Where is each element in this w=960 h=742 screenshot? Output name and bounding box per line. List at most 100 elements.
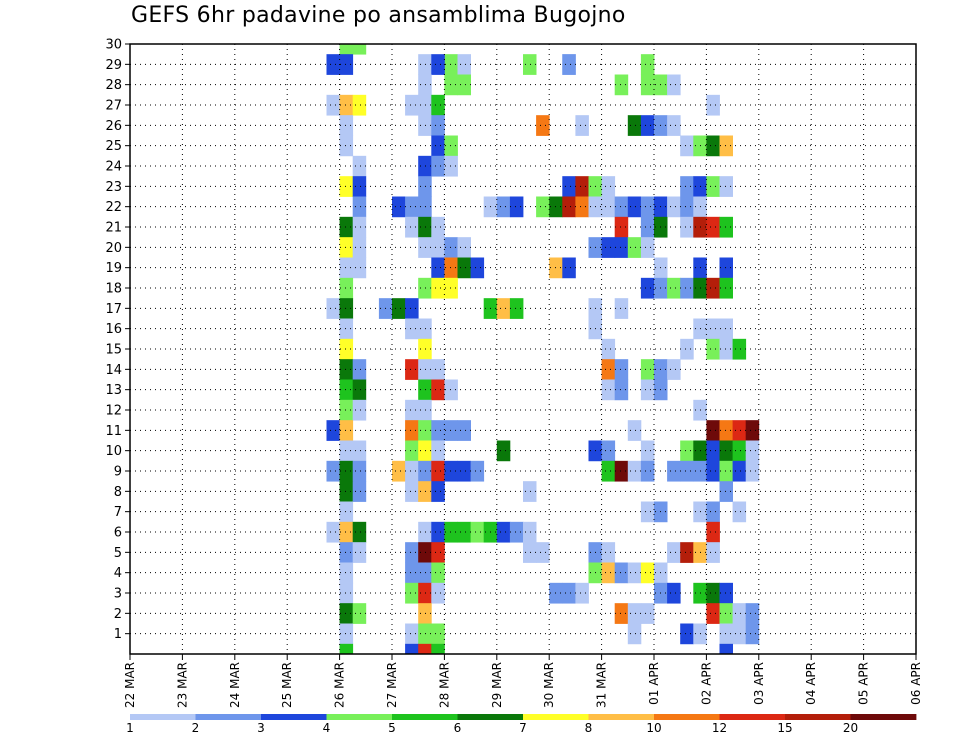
heatmap-cell [575, 176, 589, 197]
heatmap-cell [706, 338, 720, 360]
heatmap-cell [706, 501, 720, 523]
heatmap-cell [640, 460, 655, 482]
heatmap-cell [444, 521, 458, 543]
y-tick-label: 17 [105, 302, 122, 317]
heatmap-cell [444, 257, 458, 279]
heatmap-cell [352, 176, 367, 197]
y-tick-label: 30 [105, 38, 122, 53]
heatmap-cell [706, 603, 720, 624]
heatmap-cell [601, 379, 616, 401]
legend-swatch [523, 714, 589, 720]
x-tick-label: 04 APR [804, 662, 818, 705]
x-tick-label: 25 MAR [280, 662, 294, 708]
heatmap-cells [326, 44, 760, 655]
heatmap-cell [418, 74, 432, 96]
legend-swatch [195, 714, 262, 720]
x-tick-label: 27 MAR [385, 662, 399, 708]
heatmap-cell [667, 460, 681, 482]
heatmap-cell [562, 582, 576, 604]
heatmap-cell [405, 460, 419, 482]
heatmap-cell [719, 623, 733, 645]
heatmap-cell [680, 135, 694, 157]
heatmap-cell [614, 196, 629, 218]
heatmap-cell [601, 542, 616, 563]
heatmap-cell [640, 277, 655, 299]
y-tick-label: 29 [105, 58, 122, 73]
heatmap-cell [405, 481, 419, 502]
heatmap-cell [523, 481, 537, 502]
heatmap-cell [418, 440, 432, 462]
heatmap-cell [405, 420, 419, 441]
heatmap-cell [601, 562, 616, 584]
y-tick-label: 3 [114, 587, 122, 602]
heatmap-cell [339, 298, 354, 319]
heatmap-cell [719, 420, 733, 441]
heatmap-cell [680, 277, 694, 299]
y-tick-label: 6 [114, 526, 122, 541]
heatmap-cell [352, 542, 367, 563]
heatmap-cell [405, 399, 419, 421]
heatmap-cell [601, 338, 616, 360]
heatmap-cell [667, 74, 681, 96]
heatmap-cell [418, 94, 432, 116]
heatmap-cell [418, 379, 432, 401]
heatmap-cell [562, 54, 576, 75]
x-tick-label: 28 MAR [437, 662, 451, 708]
legend-swatch [719, 714, 786, 720]
heatmap-cell [680, 440, 694, 462]
heatmap-cell [640, 74, 655, 96]
heatmap-cell [457, 74, 471, 96]
heatmap-cell [444, 135, 458, 157]
heatmap-cell [614, 460, 629, 482]
y-tick-label: 23 [105, 180, 122, 195]
heatmap-cell [444, 74, 458, 96]
heatmap-cell [352, 603, 367, 624]
heatmap-cell [640, 115, 655, 136]
x-tick-label: 06 APR [909, 662, 923, 705]
heatmap-cell [392, 460, 406, 482]
x-tick-label: 26 MAR [333, 662, 347, 708]
heatmap-cell [614, 216, 629, 238]
x-tick-label: 01 APR [647, 662, 661, 705]
heatmap-cell [680, 216, 694, 238]
heatmap-cell [509, 521, 524, 543]
heatmap-cell [339, 94, 354, 116]
heatmap-cell [339, 277, 354, 299]
heatmap-cell [745, 460, 760, 482]
heatmap-cell [601, 237, 616, 258]
heatmap-cell [457, 54, 471, 75]
y-tick-label: 25 [105, 139, 122, 154]
heatmap-cell [640, 216, 655, 238]
heatmap-cell [431, 237, 445, 258]
heatmap-cell [444, 237, 458, 258]
y-tick-label: 19 [105, 261, 122, 276]
heatmap-cell [339, 460, 354, 482]
heatmap-cell [627, 237, 642, 258]
heatmap-cell [667, 359, 681, 380]
heatmap-cell [418, 582, 432, 604]
y-tick-label: 14 [105, 363, 122, 378]
heatmap-cell [745, 420, 760, 441]
heatmap-cell [431, 359, 445, 380]
heatmap-cell [719, 481, 733, 502]
heatmap-cell [418, 420, 432, 441]
heatmap-cell [352, 216, 367, 238]
heatmap-cell [732, 460, 747, 482]
heatmap-cell [706, 460, 720, 482]
y-tick-label: 4 [114, 566, 122, 581]
heatmap-cell [405, 643, 419, 655]
heatmap-cell [706, 420, 720, 441]
heatmap-cell [326, 94, 340, 116]
heatmap-cell [732, 338, 747, 360]
heatmap-cell [444, 277, 458, 299]
legend-swatch [130, 714, 196, 720]
heatmap-cell [431, 257, 445, 279]
y-tick-label: 11 [105, 424, 122, 439]
heatmap-cell [339, 420, 354, 441]
heatmap-cell [719, 216, 733, 238]
heatmap-cell [339, 44, 354, 55]
y-tick-label: 12 [105, 404, 122, 419]
heatmap-cell [431, 379, 445, 401]
heatmap-cell [719, 460, 733, 482]
heatmap-cell [418, 277, 432, 299]
